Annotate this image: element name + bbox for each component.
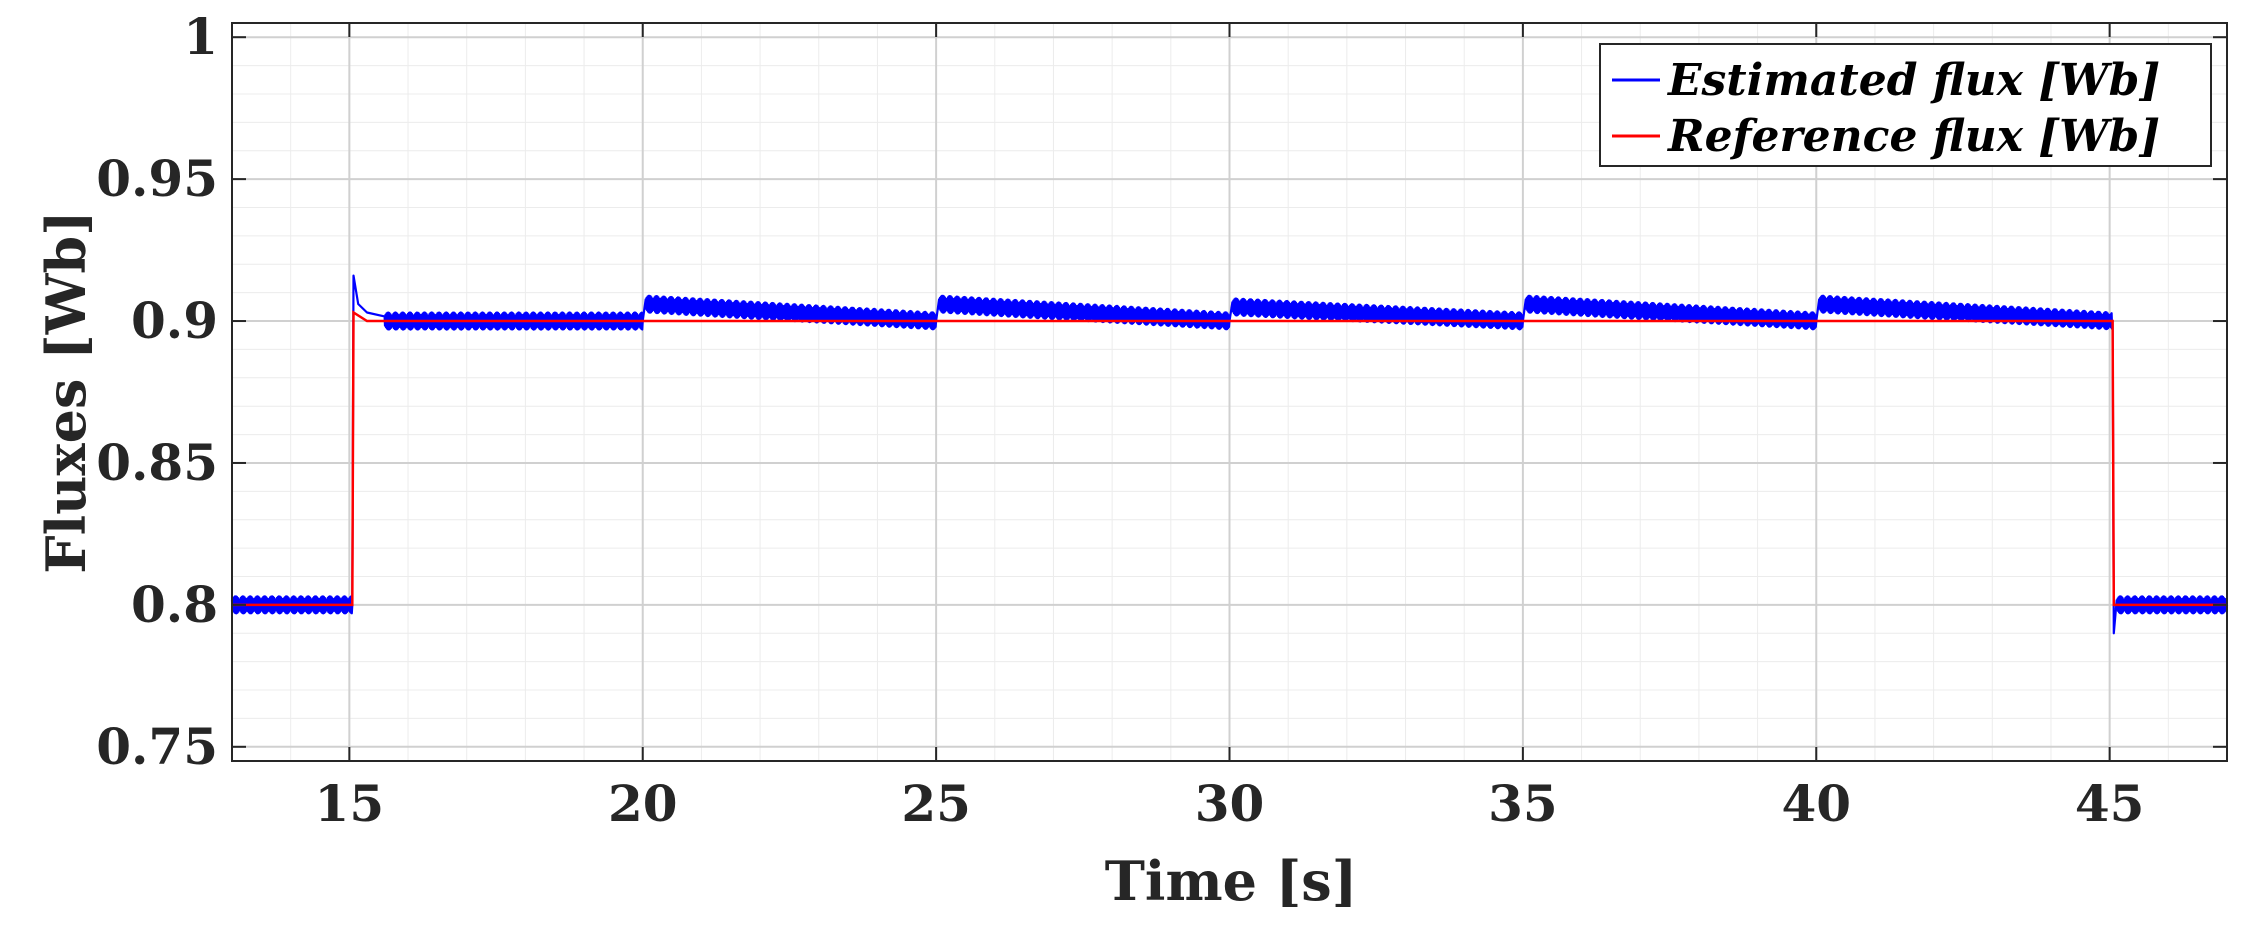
legend-label-estimated: Estimated flux [Wb]: [1666, 55, 2160, 106]
y-tick-label: 0.9: [131, 291, 218, 350]
x-tick-label: 30: [1195, 774, 1265, 833]
y-tick-label: 0.8: [131, 575, 218, 634]
x-tick-label: 40: [1781, 774, 1851, 833]
series-reference-flux: [232, 310, 2227, 607]
x-tick-label: 45: [2075, 774, 2145, 833]
x-axis-label: Time [s]: [1105, 849, 1358, 913]
x-tick-label: 35: [1488, 774, 1558, 833]
legend-box: [1599, 43, 2212, 167]
legend-label-reference: Reference flux [Wb]: [1666, 111, 2160, 162]
series-layer: [230, 274, 2229, 635]
y-tick-label: 1: [183, 7, 218, 66]
x-tick-labels: 15 20 25 30 35 40 45: [315, 774, 2145, 833]
y-tick-label: 0.95: [96, 149, 218, 208]
y-tick-label: 0.85: [96, 433, 218, 492]
x-tick-label: 25: [901, 774, 971, 833]
y-tick-labels: 0.75 0.8 0.85 0.9 0.95 1: [96, 7, 218, 776]
legend: Estimated flux [Wb] Reference flux [Wb]: [1599, 43, 2212, 167]
y-axis-label: Fluxes [Wb]: [34, 210, 98, 573]
x-tick-label: 15: [315, 774, 385, 833]
y-tick-label: 0.75: [96, 717, 218, 776]
axis-ticks: [232, 23, 2227, 761]
x-tick-label: 20: [608, 774, 678, 833]
